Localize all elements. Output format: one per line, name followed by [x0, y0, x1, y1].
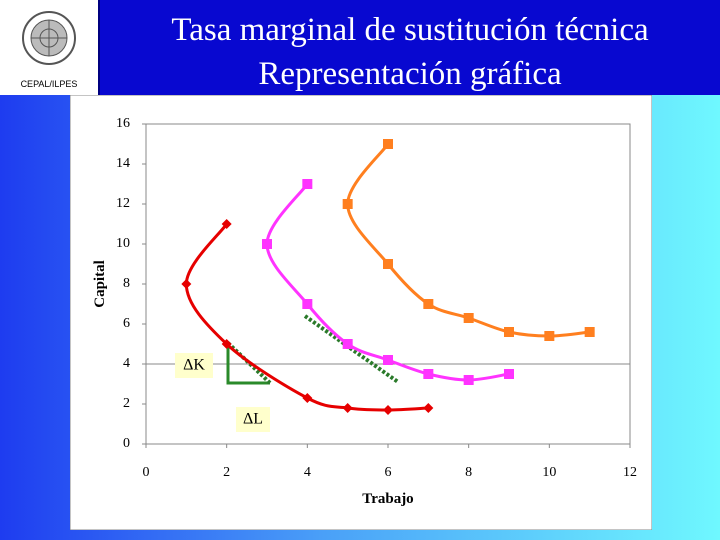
y-axis-label: Capital — [92, 260, 108, 308]
marker — [383, 405, 393, 415]
y-tick-label: 12 — [116, 196, 130, 211]
x-tick-label: 12 — [623, 465, 637, 480]
x-tick-label: 2 — [223, 465, 230, 480]
y-tick-label: 4 — [123, 356, 130, 371]
chart: ΔK ΔL Trabajo Capital 0 2 4 6 8 10 12 14 16 0 2 4 6 8… — [70, 95, 652, 530]
marker — [423, 369, 434, 379]
title-box: Tasa marginal de sustitución técnica Rep… — [110, 8, 710, 96]
y-tick-label: 14 — [116, 156, 130, 171]
x-tick-label: 8 — [465, 465, 472, 480]
marker — [383, 355, 393, 365]
marker — [342, 403, 353, 413]
marker — [504, 327, 514, 337]
marker — [463, 375, 474, 385]
y-tick-label: 0 — [123, 436, 130, 451]
header: CEPAL/ILPES Tasa marginal de sustitución… — [0, 0, 720, 95]
x-tick-label: 10 — [542, 465, 556, 480]
x-tick-label: 4 — [304, 465, 311, 480]
chart-subtitle: Representación gráfica — [258, 56, 562, 92]
y-tick-label: 16 — [116, 116, 130, 131]
marker — [262, 239, 272, 249]
y-tick-label: 10 — [116, 236, 130, 251]
marker — [181, 279, 192, 289]
y-tick-label: 2 — [123, 396, 130, 411]
marker — [423, 403, 434, 413]
marker — [302, 393, 313, 403]
logo-caption: CEPAL/ILPES — [20, 79, 78, 89]
annotation-box — [236, 407, 270, 432]
chart-title: Tasa marginal de sustitución técnica — [171, 12, 649, 48]
y-tick-label: 8 — [123, 276, 130, 291]
marker — [302, 179, 313, 189]
annotation: ΔK — [183, 357, 205, 374]
x-axis-label: Trabajo — [362, 491, 413, 507]
marker — [342, 199, 353, 209]
delta-triangle — [226, 343, 270, 385]
marker — [342, 339, 353, 349]
marker — [423, 299, 434, 309]
x-tick-label: 0 — [143, 465, 150, 480]
marker — [302, 299, 313, 309]
marker — [383, 259, 393, 269]
logo-emblem — [22, 11, 76, 65]
annotation-box — [175, 353, 213, 378]
marker — [221, 219, 232, 229]
marker — [221, 339, 232, 349]
marker — [584, 327, 595, 337]
x-tick-label: 6 — [385, 465, 392, 480]
y-tick-label: 6 — [123, 316, 130, 331]
logo: CEPAL/ILPES — [0, 0, 100, 95]
marker — [504, 369, 514, 379]
marker — [544, 331, 555, 341]
annotation: ΔL — [243, 411, 263, 428]
marker — [383, 139, 393, 149]
marker — [463, 313, 474, 323]
chart-background — [70, 95, 652, 530]
